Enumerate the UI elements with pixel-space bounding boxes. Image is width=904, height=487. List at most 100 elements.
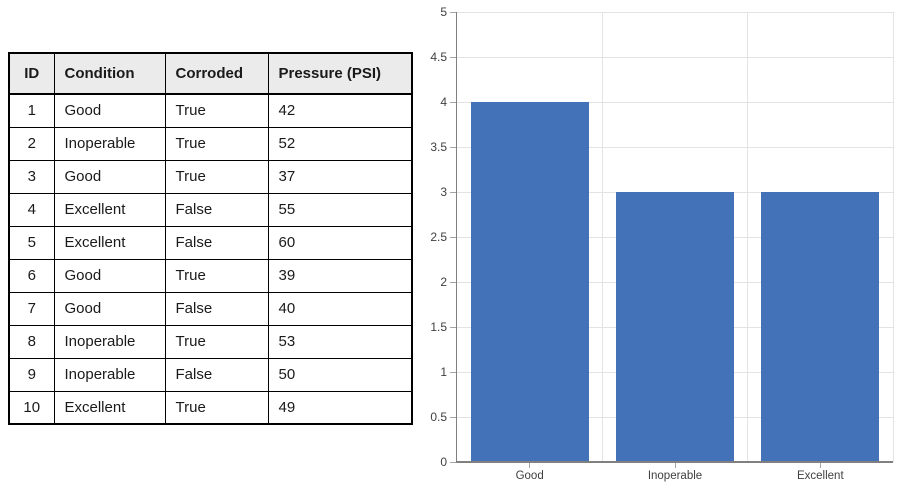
table-cell: 6: [8, 258, 55, 293]
table-cell: 42: [267, 93, 413, 128]
table-row: 7 Good False 40: [8, 291, 413, 326]
y-tick: [450, 281, 456, 283]
y-tick: [450, 326, 456, 328]
v-gridline: [892, 12, 894, 462]
column-header-pressure-psi-: Pressure (PSI): [267, 52, 413, 95]
table-cell: Good: [53, 93, 166, 128]
table-cell: Inoperable: [53, 357, 166, 392]
y-tick-label: 3.5: [430, 140, 447, 154]
table-cell: True: [164, 93, 269, 128]
y-tick-label: 1.5: [430, 320, 447, 334]
table-cell: True: [164, 159, 269, 194]
h-gridline: [457, 281, 893, 283]
table-cell: 10: [8, 390, 55, 425]
h-gridline: [457, 11, 893, 13]
table-cell: 53: [267, 324, 413, 359]
table-cell: Inoperable: [53, 324, 166, 359]
y-tick-label: 2.5: [430, 230, 447, 244]
column-header-condition: Condition: [53, 52, 166, 95]
chart-bar-inoperable: [616, 192, 734, 462]
h-gridline: [457, 371, 893, 373]
table-header-row: ID Condition Corroded Pressure (PSI): [8, 52, 413, 95]
y-axis-line: [456, 12, 457, 462]
h-gridline: [457, 101, 893, 103]
v-gridline: [601, 12, 603, 462]
y-tick-label: 0.5: [430, 410, 447, 424]
table-cell: 52: [267, 126, 413, 161]
y-tick-label: 0: [440, 455, 447, 469]
table-row: 3 Good True 37: [8, 159, 413, 194]
y-tick: [450, 146, 456, 148]
table-row: 8 Inoperable True 53: [8, 324, 413, 359]
pipe-data-table: ID Condition Corroded Pressure (PSI) 1 Good T…: [8, 52, 413, 425]
table-cell: True: [164, 390, 269, 425]
y-tick: [450, 191, 456, 193]
table-cell: 40: [267, 291, 413, 326]
table-cell: 5: [8, 225, 55, 260]
y-tick-label: 3: [440, 185, 447, 199]
column-header-corroded: Corroded: [164, 52, 269, 95]
table-cell: Excellent: [53, 225, 166, 260]
table-cell: Good: [53, 258, 166, 293]
y-tick-label: 1: [440, 365, 447, 379]
chart-bar-excellent: [761, 192, 880, 462]
table-row: 4 Excellent False 55: [8, 192, 413, 227]
y-tick: [450, 11, 456, 13]
table-cell: 39: [267, 258, 413, 293]
v-gridline: [747, 12, 749, 462]
table-cell: 4: [8, 192, 55, 227]
table-row: 1 Good True 42: [8, 93, 413, 128]
table-cell: False: [164, 291, 269, 326]
x-tick: [674, 463, 676, 468]
x-tick-label: Excellent: [796, 470, 844, 482]
table-cell: True: [164, 126, 269, 161]
table-cell: 55: [267, 192, 413, 227]
table-cell: False: [164, 192, 269, 227]
table-cell: 37: [267, 159, 413, 194]
table-cell: True: [164, 324, 269, 359]
table-header: ID Condition Corroded Pressure (PSI): [8, 52, 413, 95]
chart-bar-good: [470, 102, 589, 462]
table-row: 6 Good True 39: [8, 258, 413, 293]
y-tick: [450, 371, 456, 373]
table-cell: 9: [8, 357, 55, 392]
table-row: 10 Excellent True 49: [8, 390, 413, 425]
h-gridline: [457, 56, 893, 58]
table-cell: 50: [267, 357, 413, 392]
table-row: 9 Inoperable False 50: [8, 357, 413, 392]
table-cell: 3: [8, 159, 55, 194]
table-cell: 2: [8, 126, 55, 161]
x-tick: [819, 463, 821, 468]
table-cell: 1: [8, 93, 55, 128]
table-cell: Excellent: [53, 192, 166, 227]
h-gridline: [457, 191, 893, 193]
table-row: 5 Excellent False 60: [8, 225, 413, 260]
h-gridline: [457, 146, 893, 148]
table-cell: Inoperable: [53, 126, 166, 161]
table-cell: False: [164, 357, 269, 392]
y-tick: [450, 56, 456, 58]
table-cell: 49: [267, 390, 413, 425]
table-cell: 8: [8, 324, 55, 359]
x-tick: [529, 463, 531, 468]
y-tick: [450, 236, 456, 238]
table-row: 2 Inoperable True 52: [8, 126, 413, 161]
column-header-id: ID: [8, 52, 55, 95]
chart-plot-area: [450, 11, 894, 468]
h-gridline: [457, 326, 893, 328]
y-tick-label: 4: [440, 95, 447, 109]
table-cell: False: [164, 225, 269, 260]
x-tick-label: Good: [515, 470, 544, 482]
y-tick-label: 4.5: [430, 50, 447, 64]
table-body: 1 Good True 42 2 Inoperable True 52 3 Good True 37 4…: [8, 93, 413, 425]
h-gridline: [457, 416, 893, 418]
table-cell: True: [164, 258, 269, 293]
y-tick-label: 2: [440, 275, 447, 289]
h-gridline: [457, 236, 893, 238]
table-cell: 7: [8, 291, 55, 326]
table-cell: Excellent: [53, 390, 166, 425]
y-tick-label: 5: [440, 5, 447, 19]
y-tick: [450, 416, 456, 418]
y-tick: [450, 101, 456, 103]
table-cell: Good: [53, 159, 166, 194]
